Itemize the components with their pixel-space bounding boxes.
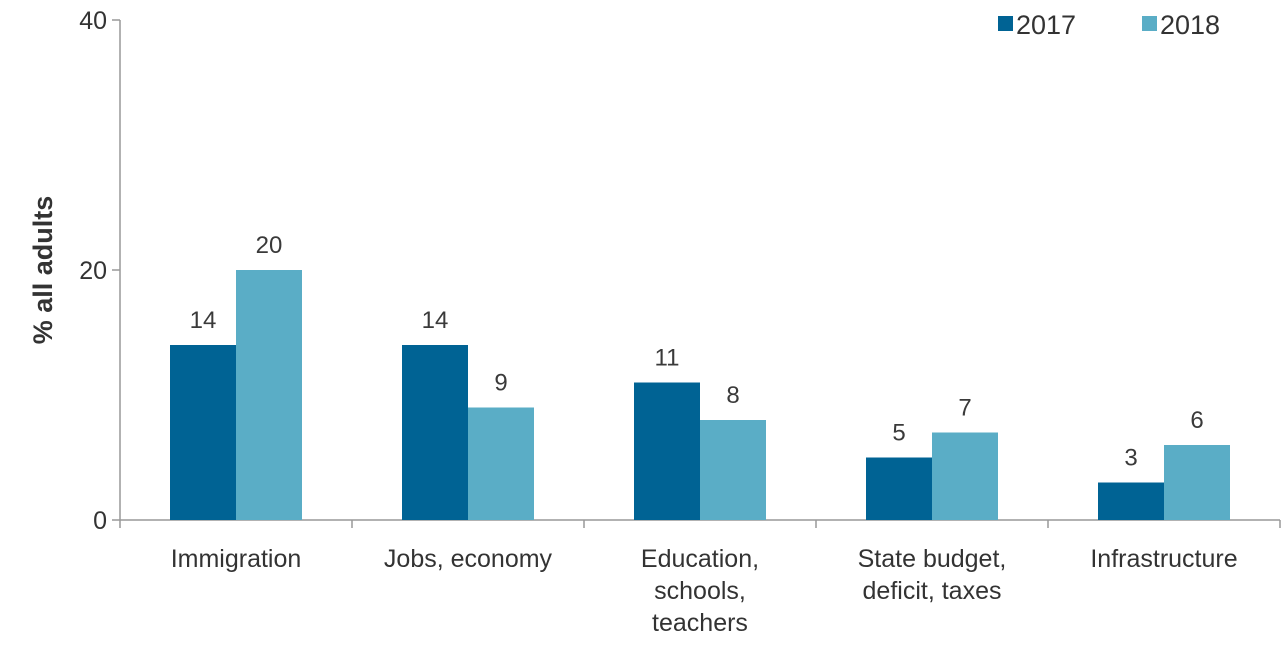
axes: 0 20 40 Immigration Jobs, economy Education, s…: [79, 7, 1281, 637]
legend-label-2017: 2017: [1016, 10, 1076, 40]
x-tick-label: Education, schools, teachers: [641, 545, 759, 637]
y-tick-label: 0: [93, 507, 107, 535]
data-label-2018-4: 6: [1190, 407, 1203, 434]
x-tick-label-line: schools,: [654, 577, 746, 605]
bar-2017-0: [170, 345, 236, 520]
bar-2017-3: [866, 457, 932, 520]
legend-swatch-2018: [1142, 16, 1157, 31]
data-label-2017-3: 5: [892, 420, 905, 447]
bar-2018-1: [468, 407, 534, 520]
data-label-2017-2: 11: [655, 345, 680, 372]
x-tick-label-line: Immigration: [171, 545, 302, 573]
y-tick-label: 40: [79, 7, 107, 35]
x-tick-label: State budget, deficit, taxes: [858, 545, 1007, 605]
y-tick-label: 20: [79, 257, 107, 285]
data-labels: 14 14 11 5 3 20 9 8 7 6: [190, 232, 1204, 472]
data-label-2018-1: 9: [494, 370, 507, 397]
data-label-2018-2: 8: [726, 382, 739, 409]
x-tick-label-line: deficit, taxes: [863, 577, 1002, 605]
y-axis-label: % all adults: [28, 196, 58, 345]
bar-2018-4: [1164, 445, 1230, 520]
x-tick-label: Jobs, economy: [384, 545, 553, 573]
x-tick-label-line: teachers: [652, 609, 748, 637]
x-tick-label-line: Infrastructure: [1090, 545, 1237, 573]
data-label-2018-0: 20: [256, 232, 283, 259]
data-label-2017-0: 14: [190, 307, 217, 334]
bar-2018-3: [932, 432, 998, 520]
x-tick-label-line: Jobs, economy: [384, 545, 553, 573]
x-tick-label-line: State budget,: [858, 545, 1007, 573]
data-label-2017-4: 3: [1124, 445, 1137, 472]
bar-2017-1: [402, 345, 468, 520]
bars: [170, 270, 1230, 520]
bar-2018-0: [236, 270, 302, 520]
legend: 2017 2018: [998, 10, 1220, 40]
bar-2017-4: [1098, 482, 1164, 520]
data-label-2017-1: 14: [422, 307, 449, 334]
legend-swatch-2017: [998, 16, 1013, 31]
x-tick-label: Immigration: [171, 545, 302, 573]
bar-2017-2: [634, 382, 700, 520]
x-tick-label-line: Education,: [641, 545, 759, 573]
data-label-2018-3: 7: [958, 395, 971, 422]
legend-label-2018: 2018: [1160, 10, 1220, 40]
x-tick-label: Infrastructure: [1090, 545, 1237, 573]
bar-2018-2: [700, 420, 766, 520]
